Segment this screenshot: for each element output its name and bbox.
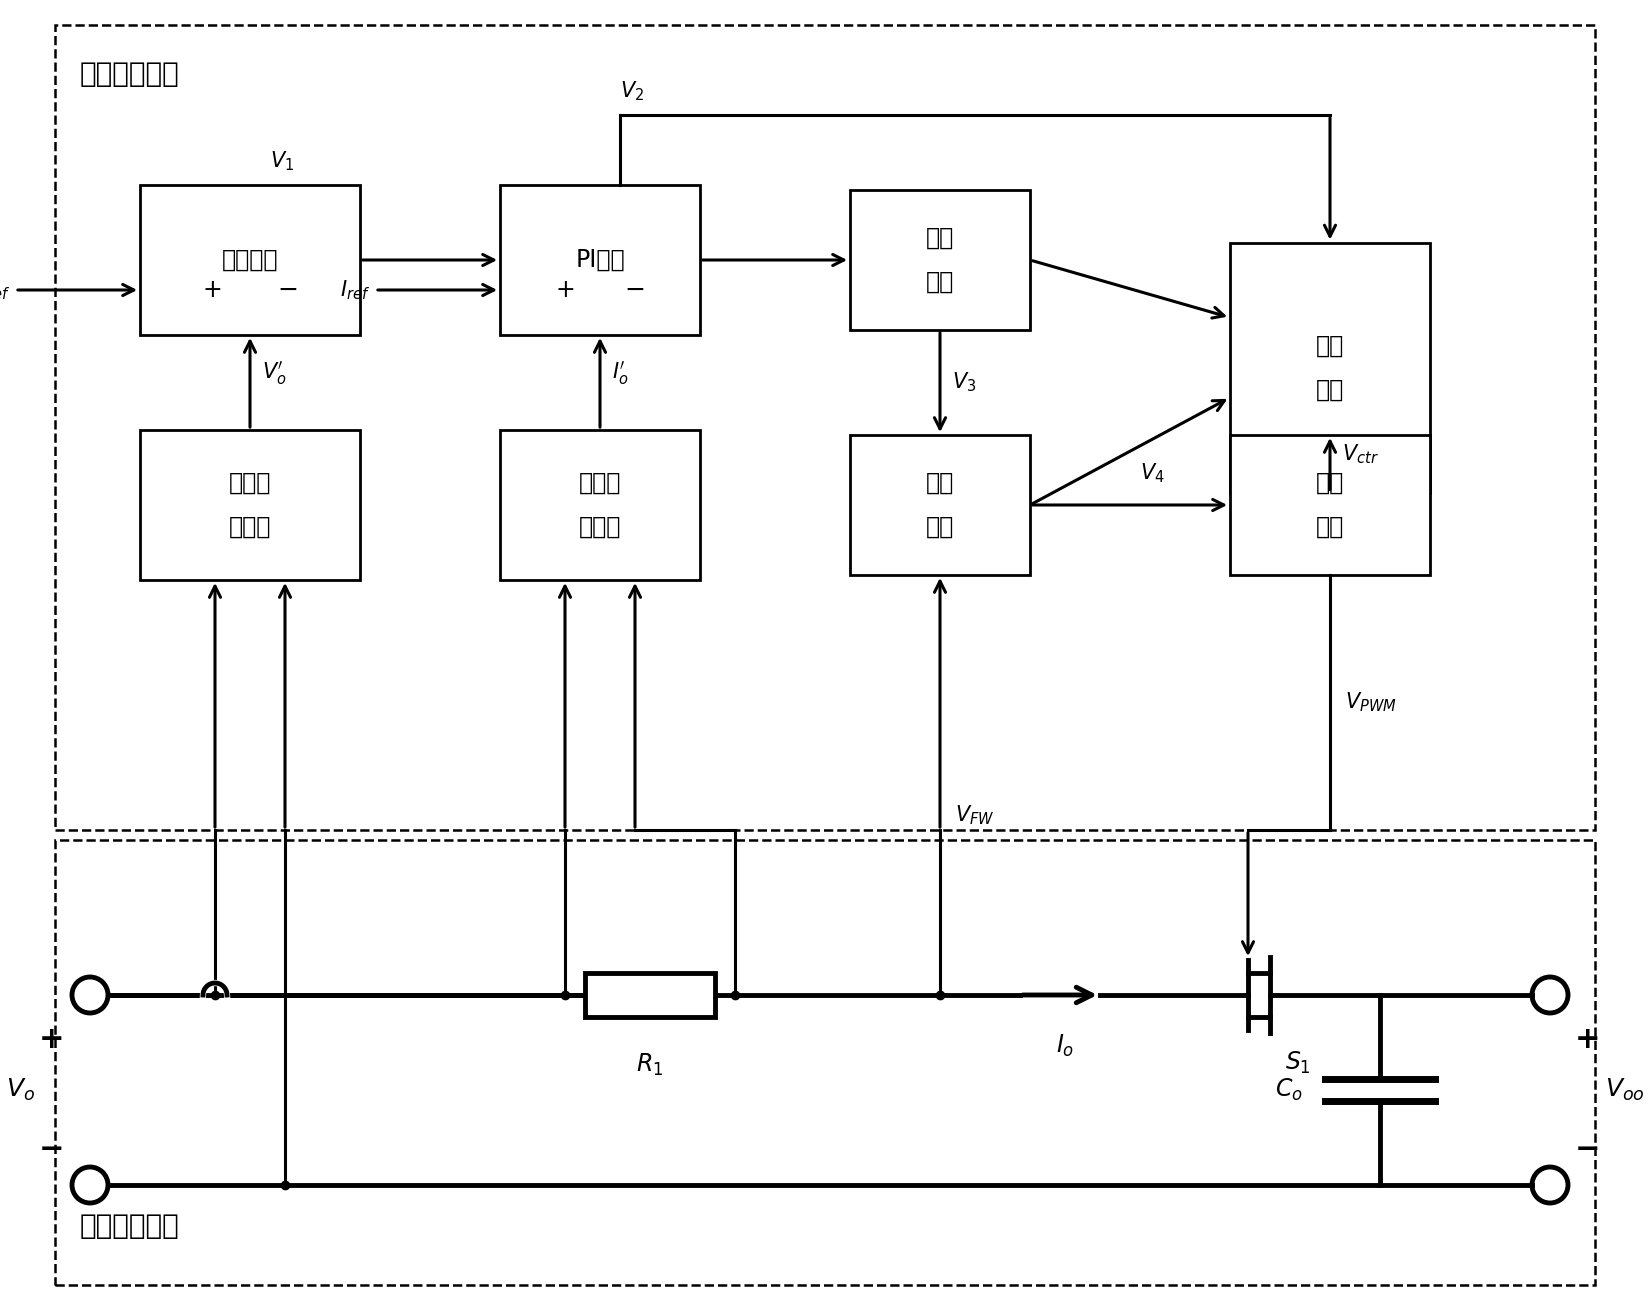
Text: $V_4$: $V_4$ — [1140, 462, 1165, 485]
Text: $V_3$: $V_3$ — [953, 371, 976, 394]
Text: +: + — [1575, 1026, 1600, 1055]
Text: $C_o$: $C_o$ — [1276, 1077, 1304, 1103]
Text: 电压采: 电压采 — [229, 471, 272, 494]
Text: 控制电路部分: 控制电路部分 — [81, 60, 180, 88]
Bar — [1229, 242, 1430, 493]
Text: 锁存: 锁存 — [926, 471, 954, 494]
Text: +: + — [203, 277, 222, 302]
Bar — [499, 185, 700, 335]
Text: +: + — [555, 277, 575, 302]
Text: $I_o$: $I_o$ — [1056, 1034, 1074, 1059]
Text: 样电路: 样电路 — [578, 515, 621, 539]
Text: 电路: 电路 — [1315, 377, 1345, 401]
Text: 驱动: 驱动 — [1315, 471, 1345, 494]
Bar — [585, 973, 715, 1016]
Text: $V_{oo}$: $V_{oo}$ — [1605, 1077, 1645, 1103]
Text: 功率电路部分: 功率电路部分 — [81, 1212, 180, 1240]
Bar — [850, 435, 1030, 575]
Text: $V_{PWM}$: $V_{PWM}$ — [1345, 690, 1398, 714]
Text: 电流采: 电流采 — [578, 471, 621, 494]
Text: $V_o'$: $V_o'$ — [262, 359, 287, 387]
Bar — [54, 840, 1595, 1285]
Text: 取小: 取小 — [1315, 334, 1345, 358]
Text: −: − — [1575, 1135, 1600, 1165]
Bar — [1229, 435, 1430, 575]
Text: $I_o'$: $I_o'$ — [611, 359, 628, 387]
Text: $V_o$: $V_o$ — [7, 1077, 35, 1103]
Bar — [54, 25, 1595, 830]
Text: 比较电路: 比较电路 — [222, 249, 279, 272]
Text: 电路: 电路 — [1315, 515, 1345, 539]
Text: 电路: 电路 — [926, 515, 954, 539]
Text: $V_{ref}$: $V_{ref}$ — [0, 279, 10, 302]
Bar — [499, 430, 700, 580]
Text: 样电路: 样电路 — [229, 515, 272, 539]
Text: $V_2$: $V_2$ — [620, 79, 644, 103]
Bar — [140, 185, 359, 335]
Text: −: − — [277, 277, 298, 302]
Text: 积分: 积分 — [926, 226, 954, 250]
Bar — [850, 189, 1030, 330]
Text: $R_1$: $R_1$ — [636, 1052, 664, 1078]
Text: $V_{FW}$: $V_{FW}$ — [954, 803, 995, 827]
Text: $V_{ctr}$: $V_{ctr}$ — [1341, 442, 1379, 466]
Text: $S_1$: $S_1$ — [1285, 1049, 1310, 1076]
Text: $I_{ref}$: $I_{ref}$ — [339, 279, 371, 302]
Bar — [140, 430, 359, 580]
Text: PI电路: PI电路 — [575, 249, 625, 272]
Text: −: − — [40, 1135, 64, 1165]
Text: −: − — [625, 277, 646, 302]
Text: 电路: 电路 — [926, 270, 954, 295]
Text: +: + — [40, 1026, 64, 1055]
Text: $V_1$: $V_1$ — [270, 150, 293, 174]
